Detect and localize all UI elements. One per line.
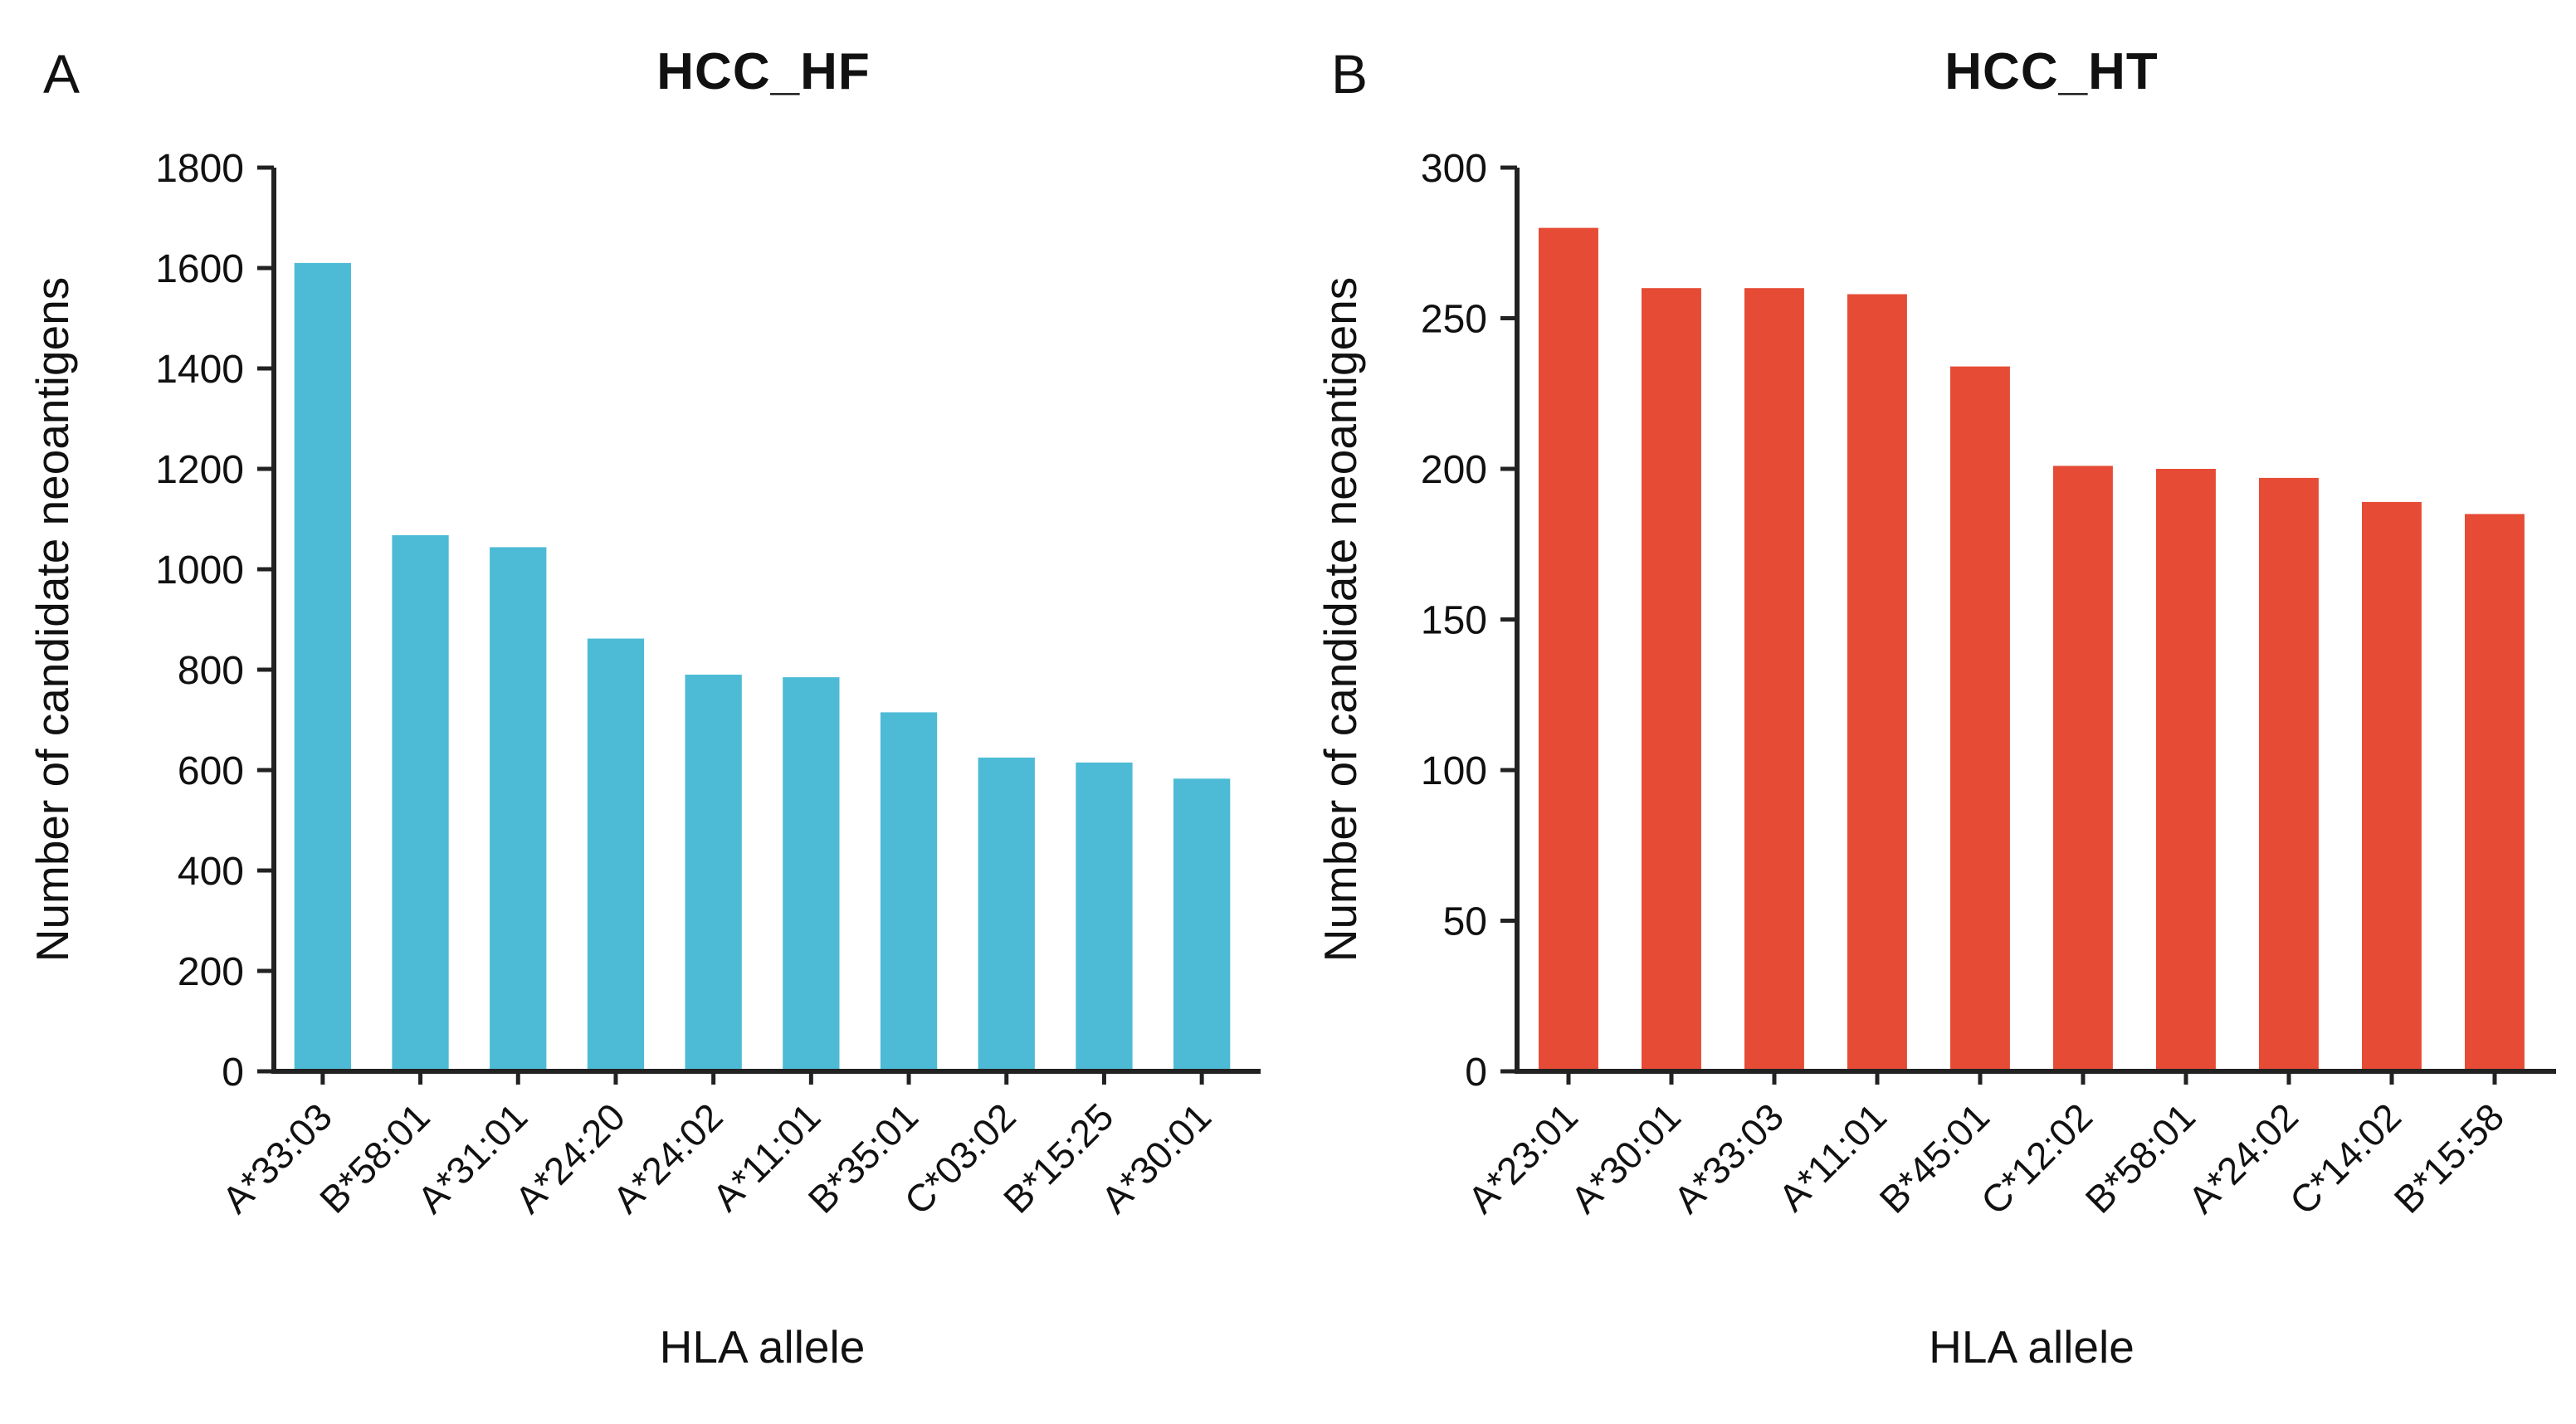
y-tick-label: 50	[1443, 900, 1487, 944]
bar-A*11:01	[783, 677, 840, 1071]
bar-chart-hcc-hf: A*33:03B*58:01A*31:01A*24:20A*24:02A*11:…	[27, 147, 1261, 1373]
bar-A*31:01	[490, 547, 547, 1071]
x-tick-label: A*24:20	[506, 1095, 633, 1222]
y-tick-label: 800	[178, 649, 244, 693]
bar-B*58:01	[2156, 469, 2216, 1071]
x-tick-label: C*14:02	[2281, 1095, 2409, 1222]
panel-a-letter: A	[43, 43, 80, 105]
bar-A*24:02	[685, 675, 742, 1071]
y-tick-label: 150	[1421, 599, 1487, 643]
bar-B*15:58	[2465, 514, 2525, 1071]
x-tick-label: A*33:03	[1666, 1095, 1793, 1222]
y-tick-label: 1200	[155, 448, 244, 492]
x-tick-label: B*15:25	[995, 1095, 1122, 1222]
x-tick-label: C*12:02	[1973, 1095, 2100, 1222]
bar-A*33:03	[1744, 288, 1804, 1071]
bar-A*23:01	[1539, 227, 1598, 1072]
x-tick-label: A*23:01	[1460, 1095, 1587, 1222]
x-axis-title: HLA allele	[660, 1321, 866, 1373]
x-axis-title: HLA allele	[1929, 1321, 2134, 1373]
x-tick-label: A*24:02	[2180, 1095, 2307, 1222]
x-tick-label: B*58:01	[311, 1095, 438, 1222]
y-axis-title: Number of candidate neoantigens	[1315, 277, 1366, 963]
y-tick-label: 250	[1421, 298, 1487, 342]
x-tick-label: B*45:01	[1871, 1095, 1998, 1222]
bar-A*24:02	[2259, 477, 2319, 1071]
y-tick-label: 1400	[155, 348, 244, 392]
bar-C*12:02	[2053, 466, 2113, 1071]
bar-B*15:25	[1076, 762, 1133, 1071]
x-tick-label: A*11:01	[1770, 1095, 1895, 1219]
y-tick-label: 0	[1465, 1051, 1487, 1095]
bar-A*11:01	[1847, 294, 1907, 1071]
y-tick-label: 200	[1421, 448, 1487, 492]
panel-b-letter: B	[1331, 43, 1368, 105]
panel-b: B HCC_HT A*23:01 A*30:01 A*33:03 A*11:01 B*4…	[1288, 0, 2576, 1424]
panel-a-title: HCC_HF	[656, 43, 871, 100]
bar-B*58:01	[392, 534, 449, 1071]
bar-A*33:03	[294, 262, 351, 1071]
x-tick-label: A*30:01	[1563, 1095, 1690, 1222]
y-tick-label: 400	[178, 850, 244, 894]
bar-A*24:20	[587, 638, 645, 1071]
bar-A*30:01	[1173, 778, 1231, 1071]
bar-C*14:02	[2362, 501, 2422, 1071]
y-tick-label: 1800	[155, 147, 244, 191]
y-tick-label: 300	[1421, 147, 1487, 191]
y-tick-label: 0	[222, 1051, 244, 1095]
bar-B*35:01	[880, 712, 938, 1071]
x-tick-label: B*58:01	[2077, 1095, 2204, 1222]
y-axis-title: Number of candidate neoantigens	[27, 277, 78, 963]
bar-A*30:01	[1642, 288, 1701, 1071]
bar-chart-hcc-ht: A*23:01A*30:01A*33:03A*11:01B*45:01C*12:…	[1315, 147, 2556, 1373]
panel-a: A HCC_HF A*33:03 B*58:01 A*31:01 A*24:20 A*2…	[27, 43, 1261, 1373]
x-tick-label: A*24:02	[604, 1095, 731, 1222]
x-tick-label: B*15:58	[2386, 1095, 2513, 1222]
bar-B*45:01	[1950, 366, 2010, 1072]
y-tick-label: 1600	[155, 247, 244, 291]
x-tick-label: A*30:01	[1093, 1095, 1220, 1222]
y-tick-label: 600	[178, 749, 244, 793]
y-tick-label: 200	[178, 950, 244, 994]
panel-b-title: HCC_HT	[1944, 43, 2159, 100]
bar-C*03:02	[978, 757, 1035, 1071]
y-tick-label: 1000	[155, 549, 244, 593]
x-tick-label: A*31:01	[409, 1095, 536, 1222]
y-tick-label: 100	[1421, 749, 1487, 793]
x-tick-label: A*33:03	[213, 1095, 340, 1222]
x-tick-label: C*03:02	[896, 1095, 1024, 1222]
